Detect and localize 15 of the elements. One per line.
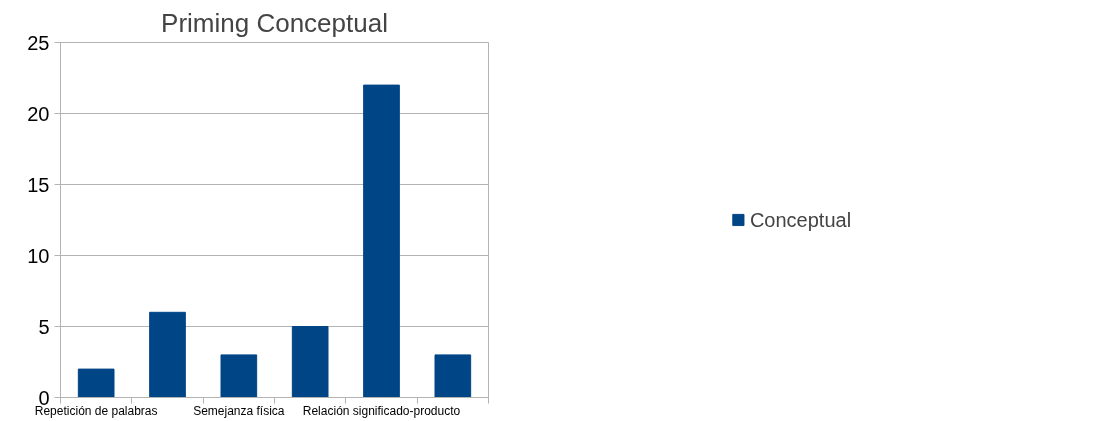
bar	[434, 354, 472, 398]
bar	[291, 326, 329, 398]
chart-title: Priming Conceptual	[161, 7, 388, 38]
y-tick-label: 25	[27, 31, 50, 54]
bar	[363, 84, 400, 398]
y-tick-label: 20	[27, 102, 50, 125]
x-tick-label: Semejanza física	[193, 403, 285, 418]
y-tick-label: 5	[38, 315, 50, 338]
y-tick-label: 10	[27, 244, 50, 267]
bar	[220, 354, 258, 398]
legend-label: Conceptual	[749, 208, 852, 231]
x-tick-label: Relación significado-producto	[302, 403, 461, 418]
bar	[149, 311, 186, 398]
bar	[77, 368, 115, 398]
y-tick-label: 15	[27, 173, 50, 196]
